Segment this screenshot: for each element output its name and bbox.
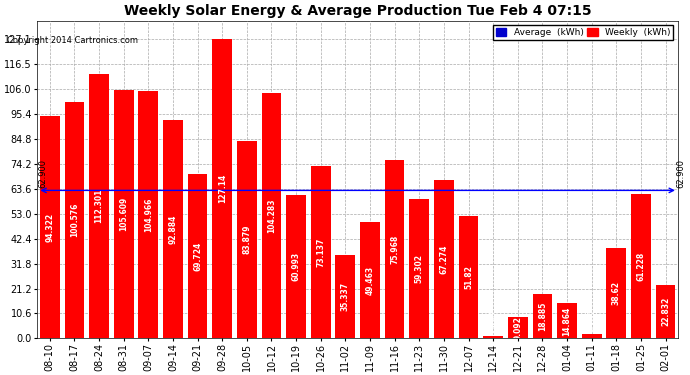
Bar bbox=[311, 166, 331, 338]
Text: 49.463: 49.463 bbox=[366, 266, 375, 295]
Text: 61.228: 61.228 bbox=[636, 252, 645, 281]
Text: 22.832: 22.832 bbox=[661, 297, 670, 326]
Text: 60.993: 60.993 bbox=[292, 252, 301, 281]
Bar bbox=[139, 92, 158, 338]
Bar bbox=[533, 294, 552, 338]
Text: 1.752: 1.752 bbox=[587, 308, 596, 332]
Text: 73.137: 73.137 bbox=[316, 238, 325, 267]
Bar bbox=[188, 174, 208, 338]
Text: 59.302: 59.302 bbox=[415, 254, 424, 283]
Text: 14.864: 14.864 bbox=[562, 306, 571, 336]
Bar bbox=[631, 194, 651, 338]
Bar bbox=[40, 117, 59, 338]
Bar bbox=[656, 285, 676, 338]
Text: 104.966: 104.966 bbox=[144, 198, 152, 232]
Text: 62.900: 62.900 bbox=[677, 159, 686, 188]
Bar bbox=[89, 74, 109, 338]
Text: Copyright 2014 Cartronics.com: Copyright 2014 Cartronics.com bbox=[7, 36, 138, 45]
Text: 35.337: 35.337 bbox=[341, 282, 350, 311]
Text: 38.62: 38.62 bbox=[612, 281, 621, 305]
Bar bbox=[557, 303, 577, 338]
Bar bbox=[459, 216, 478, 338]
Text: 112.301: 112.301 bbox=[95, 189, 103, 224]
Text: 94.322: 94.322 bbox=[46, 213, 55, 242]
Text: 100.576: 100.576 bbox=[70, 203, 79, 237]
Bar bbox=[163, 120, 183, 338]
Text: 105.609: 105.609 bbox=[119, 197, 128, 231]
Text: 9.092: 9.092 bbox=[513, 316, 522, 340]
Text: 69.724: 69.724 bbox=[193, 242, 202, 271]
Bar bbox=[335, 255, 355, 338]
Bar bbox=[607, 248, 626, 338]
Text: 62.900: 62.900 bbox=[39, 159, 48, 188]
Bar bbox=[213, 39, 232, 338]
Bar bbox=[262, 93, 282, 338]
Bar bbox=[508, 317, 528, 338]
Bar bbox=[286, 195, 306, 338]
Bar bbox=[237, 141, 257, 338]
Bar bbox=[582, 334, 602, 338]
Bar bbox=[114, 90, 134, 338]
Text: 1.053: 1.053 bbox=[489, 310, 497, 334]
Bar bbox=[434, 180, 454, 338]
Bar bbox=[360, 222, 380, 338]
Text: 104.283: 104.283 bbox=[267, 198, 276, 233]
Text: 127.14: 127.14 bbox=[218, 174, 227, 204]
Legend: Average  (kWh), Weekly  (kWh): Average (kWh), Weekly (kWh) bbox=[493, 25, 673, 40]
Text: 83.879: 83.879 bbox=[242, 225, 251, 255]
Text: 18.885: 18.885 bbox=[538, 302, 547, 331]
Bar bbox=[409, 199, 429, 338]
Bar bbox=[385, 160, 404, 338]
Bar bbox=[483, 336, 503, 338]
Text: 75.968: 75.968 bbox=[390, 234, 399, 264]
Text: 51.82: 51.82 bbox=[464, 266, 473, 290]
Text: 67.274: 67.274 bbox=[440, 244, 449, 274]
Text: 92.884: 92.884 bbox=[168, 214, 177, 244]
Bar bbox=[65, 102, 84, 338]
Title: Weekly Solar Energy & Average Production Tue Feb 4 07:15: Weekly Solar Energy & Average Production… bbox=[124, 4, 591, 18]
